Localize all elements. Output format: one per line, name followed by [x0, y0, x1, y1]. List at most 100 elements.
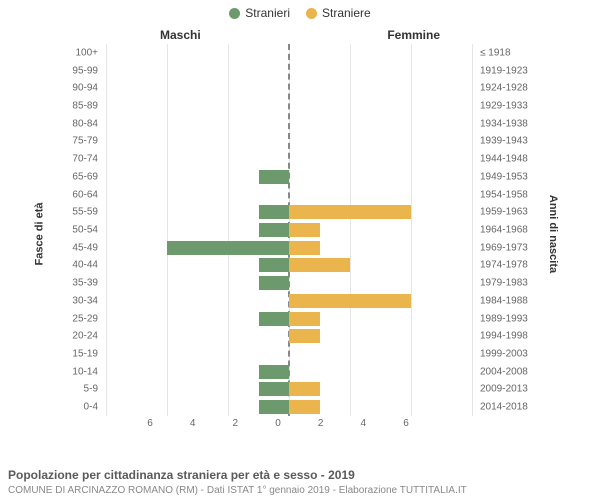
- bar-female: [289, 241, 320, 255]
- bar-row: [106, 400, 472, 414]
- footer-title: Popolazione per cittadinanza straniera p…: [8, 468, 592, 482]
- age-tick-label: 80-84: [72, 118, 98, 129]
- bar-male: [259, 276, 290, 290]
- bar-female: [289, 312, 320, 326]
- bar-row: [106, 99, 472, 113]
- x-tick-label: 0: [275, 418, 281, 429]
- bar-male: [259, 400, 290, 414]
- bar-row: [106, 152, 472, 166]
- x-tick-label: 4: [361, 418, 367, 429]
- birth-tick-label: 1924-1928: [480, 83, 528, 94]
- footer: Popolazione per cittadinanza straniera p…: [8, 468, 592, 482]
- bar-row: [106, 294, 472, 308]
- bar-row: [106, 312, 472, 326]
- age-tick-label: 50-54: [72, 225, 98, 236]
- age-tick-label: 10-14: [72, 366, 98, 377]
- footer-subtitle: COMUNE DI ARCINAZZO ROMANO (RM) - Dati I…: [8, 485, 467, 496]
- birth-tick-label: 1934-1938: [480, 118, 528, 129]
- x-gridline: [472, 44, 473, 416]
- birth-tick-label: 1959-1963: [480, 207, 528, 218]
- bar-male: [259, 312, 290, 326]
- birth-tick-label: 1949-1953: [480, 171, 528, 182]
- bars-area: 6420246: [106, 44, 472, 416]
- bar-row: [106, 347, 472, 361]
- bar-female: [289, 205, 411, 219]
- chart: Maschi Femmine Fasce di età Anni di nasc…: [0, 28, 600, 440]
- birth-tick-label: 1929-1933: [480, 101, 528, 112]
- x-tick-label: 4: [190, 418, 196, 429]
- bar-row: [106, 170, 472, 184]
- legend-swatch-male: [229, 8, 240, 19]
- x-tick-label: 6: [147, 418, 153, 429]
- birth-tick-label: 1984-1988: [480, 295, 528, 306]
- legend-swatch-female: [306, 8, 317, 19]
- bar-row: [106, 223, 472, 237]
- column-header-female: Femmine: [387, 28, 440, 42]
- birth-tick-label: ≤ 1918: [480, 47, 511, 58]
- bar-male: [259, 365, 290, 379]
- bar-row: [106, 46, 472, 60]
- bar-female: [289, 258, 350, 272]
- age-tick-label: 40-44: [72, 260, 98, 271]
- bar-male: [259, 258, 290, 272]
- bar-row: [106, 188, 472, 202]
- bar-female: [289, 329, 320, 343]
- y-axis-label-left: Fasce di età: [33, 203, 45, 266]
- bar-male: [167, 241, 289, 255]
- age-tick-label: 45-49: [72, 242, 98, 253]
- age-tick-label: 100+: [75, 47, 98, 58]
- age-tick-label: 30-34: [72, 295, 98, 306]
- bar-row: [106, 81, 472, 95]
- bar-row: [106, 276, 472, 290]
- legend-label-male: Stranieri: [245, 6, 290, 20]
- age-tick-label: 60-64: [72, 189, 98, 200]
- bar-row: [106, 382, 472, 396]
- x-tick-label: 2: [318, 418, 324, 429]
- legend-item-female: Straniere: [306, 6, 371, 20]
- birth-tick-label: 1974-1978: [480, 260, 528, 271]
- bar-row: [106, 134, 472, 148]
- plot-area: 100+95-9990-9485-8980-8475-7970-7465-696…: [62, 44, 538, 416]
- birth-tick-label: 2009-2013: [480, 384, 528, 395]
- birth-tick-label: 1954-1958: [480, 189, 528, 200]
- age-tick-label: 85-89: [72, 101, 98, 112]
- age-tick-label: 75-79: [72, 136, 98, 147]
- age-tick-label: 35-39: [72, 278, 98, 289]
- age-tick-label: 90-94: [72, 83, 98, 94]
- bar-row: [106, 258, 472, 272]
- age-tick-label: 5-9: [84, 384, 98, 395]
- age-tick-label: 70-74: [72, 154, 98, 165]
- bar-row: [106, 64, 472, 78]
- bar-female: [289, 382, 320, 396]
- legend-label-female: Straniere: [322, 6, 371, 20]
- bar-male: [259, 170, 290, 184]
- age-tick-label: 25-29: [72, 313, 98, 324]
- column-header-male: Maschi: [160, 28, 201, 42]
- birth-tick-label: 1919-1923: [480, 65, 528, 76]
- x-axis: 6 4 2 0 2 4 6: [150, 416, 406, 434]
- bar-female: [289, 294, 411, 308]
- birth-tick-label: 1939-1943: [480, 136, 528, 147]
- x-tick-label: 6: [403, 418, 409, 429]
- bar-female: [289, 400, 320, 414]
- birth-tick-label: 1979-1983: [480, 278, 528, 289]
- birth-tick-label: 1964-1968: [480, 225, 528, 236]
- right-birth-ticks: ≤ 1918 1919-1923 1924-1928 1929-1933 1934-19…: [476, 44, 538, 416]
- birth-tick-label: 2014-2018: [480, 402, 528, 413]
- birth-tick-label: 1994-1998: [480, 331, 528, 342]
- bar-row: [106, 329, 472, 343]
- bar-female: [289, 223, 320, 237]
- bar-male: [259, 223, 290, 237]
- legend-item-male: Stranieri: [229, 6, 290, 20]
- birth-tick-label: 1999-2003: [480, 349, 528, 360]
- bar-row: [106, 365, 472, 379]
- bar-male: [259, 205, 290, 219]
- left-age-ticks: 100+95-9990-9485-8980-8475-7970-7465-696…: [62, 44, 102, 416]
- bar-row: [106, 241, 472, 255]
- age-tick-label: 65-69: [72, 171, 98, 182]
- bar-row: [106, 205, 472, 219]
- x-tick-label: 2: [233, 418, 239, 429]
- birth-tick-label: 1969-1973: [480, 242, 528, 253]
- y-axis-label-right: Anni di nascita: [547, 195, 559, 273]
- birth-tick-label: 2004-2008: [480, 366, 528, 377]
